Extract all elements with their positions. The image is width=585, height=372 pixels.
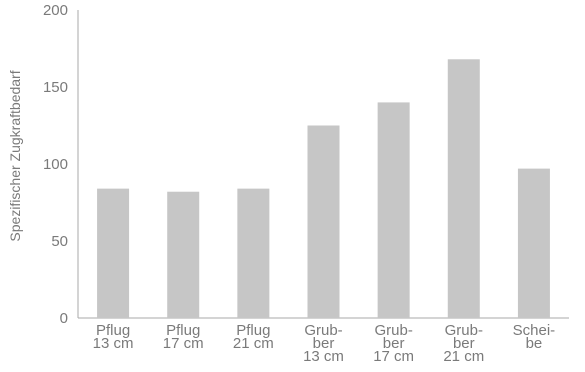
- y-tick-label: 150: [43, 79, 68, 96]
- y-tick-label: 100: [43, 156, 68, 173]
- bar: [447, 59, 480, 318]
- x-tick-label: Grub-ber 21 cm: [443, 322, 484, 365]
- y-tick-label: 50: [51, 233, 68, 250]
- x-tick-label: Pflug 21 cm: [233, 322, 274, 352]
- y-tick-label: 200: [43, 2, 68, 19]
- bar: [237, 188, 270, 318]
- bar: [167, 191, 200, 318]
- bar: [97, 188, 130, 318]
- bar: [517, 168, 550, 318]
- y-tick-labels: 0 50 100 150 200: [43, 2, 68, 327]
- x-tick-label: Pflug 13 cm: [93, 322, 134, 352]
- y-axis-title: Spezifischer Zugkraftbedarf: [7, 70, 23, 241]
- x-tick-label: Grub-ber 17 cm: [373, 322, 414, 365]
- bar: [377, 102, 410, 319]
- y-tick-label: 0: [60, 310, 68, 327]
- x-tick-label: Pflug 17 cm: [163, 322, 204, 352]
- bar: [307, 125, 340, 318]
- x-tick-labels: Pflug 13 cm Pflug 17 cm Pflug 21 cm Grub-ber 13…: [93, 322, 556, 365]
- bars: [97, 59, 550, 319]
- x-tick-label: Schei-be: [513, 322, 556, 352]
- x-tick-label: Grub-ber 13 cm: [303, 322, 344, 365]
